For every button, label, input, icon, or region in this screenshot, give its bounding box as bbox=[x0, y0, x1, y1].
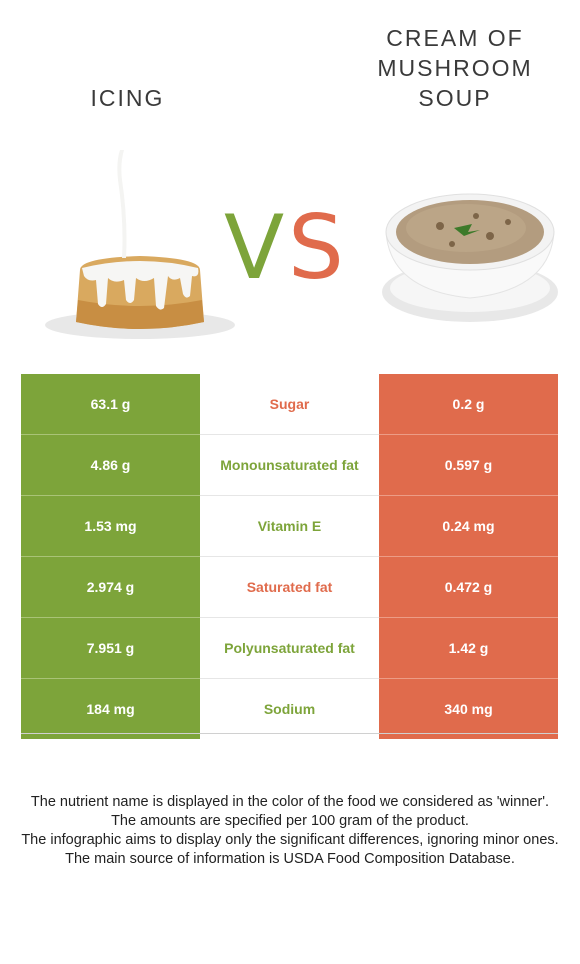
mushroom-soup-image bbox=[382, 193, 558, 322]
nutrient-name-cell: Monounsaturated fat bbox=[200, 435, 379, 495]
nutrient-name-cell: Polyunsaturated fat bbox=[200, 618, 379, 678]
left-food-title: ICING bbox=[90, 85, 165, 111]
left-value-cell: 184 mg bbox=[21, 679, 200, 739]
nutrient-name-cell: Saturated fat bbox=[200, 557, 379, 617]
right-value-cell: 0.597 g bbox=[379, 435, 558, 496]
right-food-title-line: SOUP bbox=[418, 85, 492, 111]
footer-line: The main source of information is USDA F… bbox=[65, 851, 515, 867]
left-value-cell: 63.1 g bbox=[21, 374, 200, 435]
table-row: 7.951 g Polyunsaturated fat 1.42 g bbox=[21, 618, 558, 679]
left-value-cell: 2.974 g bbox=[21, 557, 200, 618]
right-food-title-line: CREAM OF bbox=[386, 25, 524, 51]
comparison-table: 63.1 g Sugar 0.2 g 4.86 g Monounsaturated fa… bbox=[21, 374, 558, 739]
footer-line: The infographic aims to display only the… bbox=[21, 832, 559, 848]
vs-s-letter: S bbox=[288, 198, 344, 288]
table-row: 2.974 g Saturated fat 0.472 g bbox=[21, 557, 558, 618]
vs-v-letter: V bbox=[224, 198, 284, 288]
nutrient-name-cell: Sugar bbox=[200, 374, 379, 434]
footer-line: The nutrient name is displayed in the co… bbox=[30, 794, 550, 810]
vs-graphic: V S bbox=[224, 198, 344, 288]
nutrient-name-cell: Vitamin E bbox=[200, 496, 379, 556]
right-value-cell: 0.2 g bbox=[379, 374, 558, 435]
table-row: 4.86 g Monounsaturated fat 0.597 g bbox=[21, 435, 558, 496]
nutrient-name-cell: Sodium bbox=[200, 679, 379, 739]
table-divider bbox=[21, 733, 558, 734]
right-value-cell: 0.24 mg bbox=[379, 496, 558, 557]
footer-notes: The nutrient name is displayed in the co… bbox=[20, 793, 560, 869]
table-row: 63.1 g Sugar 0.2 g bbox=[21, 374, 558, 435]
right-food-title: CREAM OF MUSHROOM SOUP bbox=[345, 23, 565, 113]
left-value-cell: 4.86 g bbox=[21, 435, 200, 496]
right-value-cell: 340 mg bbox=[379, 679, 558, 739]
right-value-cell: 1.42 g bbox=[379, 618, 558, 679]
footer-line: The amounts are specified per 100 gram o… bbox=[111, 813, 469, 829]
right-food-title-line: MUSHROOM bbox=[377, 55, 533, 81]
table-row: 1.53 mg Vitamin E 0.24 mg bbox=[21, 496, 558, 557]
icing-image bbox=[40, 150, 240, 350]
right-value-cell: 0.472 g bbox=[379, 557, 558, 618]
left-value-cell: 7.951 g bbox=[21, 618, 200, 679]
table-row: 184 mg Sodium 340 mg bbox=[21, 679, 558, 739]
left-value-cell: 1.53 mg bbox=[21, 496, 200, 557]
